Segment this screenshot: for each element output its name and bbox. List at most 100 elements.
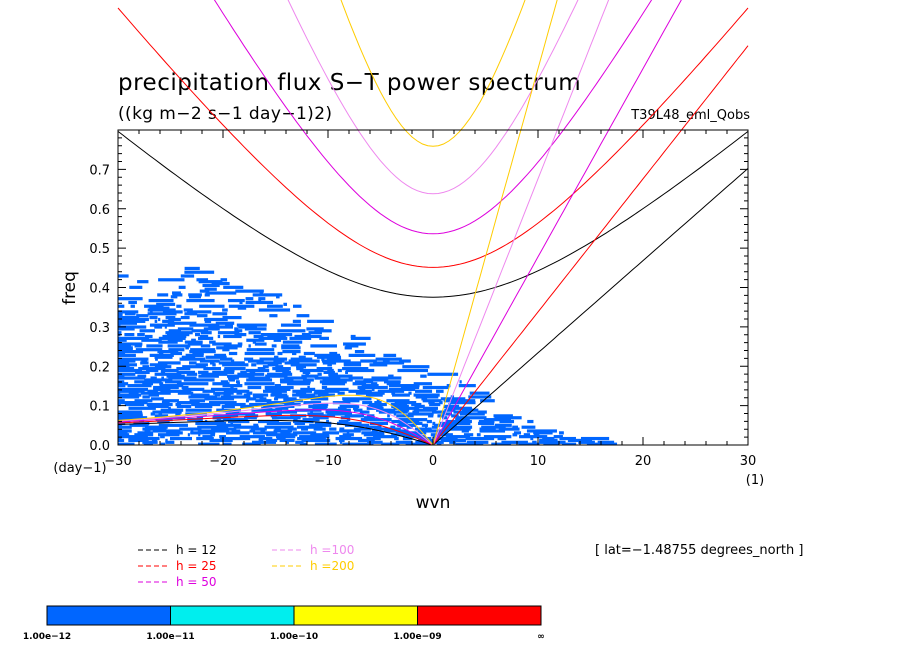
power-shade-segment [164, 325, 167, 329]
power-shade-segment [198, 370, 209, 374]
power-shade-segment [440, 438, 467, 443]
power-shade-segment [118, 425, 132, 429]
power-shade-segment [258, 298, 262, 303]
power-shade-segment [382, 359, 390, 363]
power-shade-segment [235, 380, 240, 384]
power-shade-segment [282, 340, 303, 344]
power-shade-segment [246, 378, 273, 382]
power-shade-segment [326, 357, 342, 361]
power-shade-segment [450, 401, 476, 405]
power-shade-segment [217, 331, 240, 335]
power-shade-segment [118, 274, 129, 278]
power-shade-segment [478, 421, 495, 426]
power-shade-segment [118, 438, 125, 443]
power-shade-segment [393, 412, 397, 416]
power-shade-segment [222, 348, 230, 352]
power-shade-segment [413, 393, 440, 397]
power-shade-segment [118, 433, 130, 437]
power-shade-segment [118, 310, 139, 314]
power-shade-segment [234, 329, 243, 333]
power-shade-segment [267, 363, 279, 367]
power-shade-segment [142, 365, 150, 369]
power-shade-segment [314, 376, 341, 380]
power-shade-segment [157, 350, 179, 354]
power-shade-segment [275, 395, 289, 399]
power-shade-segment [363, 378, 389, 382]
power-shade-segment [212, 312, 228, 316]
power-shade-segment [390, 425, 396, 429]
power-shade-segment [388, 384, 420, 388]
power-shade-segment [167, 338, 183, 342]
power-shade-segment [200, 344, 211, 348]
power-shade-segment [363, 433, 385, 437]
power-shade-segment [176, 304, 182, 308]
power-shade-segment [530, 436, 534, 441]
power-shade-segment [191, 338, 196, 342]
power-shade-segment [118, 350, 144, 354]
power-shade-segment [321, 385, 328, 390]
power-shade-segment [339, 429, 361, 433]
power-shade-segment [252, 431, 278, 435]
power-shade-segment [397, 423, 417, 427]
power-shade-segment [251, 408, 283, 412]
power-shade-segment [408, 391, 412, 395]
power-shade-segment [225, 323, 233, 327]
power-shade-segment [222, 442, 232, 445]
power-shade-segment [135, 348, 163, 352]
power-shade-segment [245, 368, 270, 373]
power-shade-segment [378, 410, 408, 414]
axis-ticks [117, 130, 749, 446]
power-shade-segment [578, 440, 595, 444]
power-shade-segment [523, 433, 531, 437]
power-shade-segment [413, 382, 433, 386]
rossby-wave-curve [117, 414, 434, 446]
power-shade-segment [172, 293, 183, 297]
power-shade-segment [440, 421, 471, 426]
power-shade-segment [259, 397, 267, 401]
power-shade-segment [426, 419, 432, 424]
power-shade-segment [223, 368, 235, 373]
power-shade-segment [449, 440, 456, 444]
power-shade-segment [222, 363, 249, 367]
power-shade-segment [222, 384, 243, 388]
power-shade-segment [196, 416, 204, 420]
power-shade-segment [307, 412, 324, 416]
power-shade-segment [273, 355, 279, 359]
power-shade-segment [244, 327, 267, 331]
power-shade-segment [263, 404, 295, 409]
spectral-power-shading [118, 266, 618, 445]
power-shade-segment [165, 331, 193, 335]
power-shade-segment [202, 389, 215, 393]
power-shade-segment [275, 368, 290, 373]
power-shade-segment [332, 401, 351, 405]
power-shade-segment [147, 389, 158, 393]
power-shade-segment [284, 376, 307, 380]
power-shade-segment [342, 433, 354, 437]
power-shade-segment [246, 348, 275, 352]
power-shade-segment [395, 440, 412, 444]
power-shade-segment [237, 382, 241, 386]
power-shade-segment [519, 435, 548, 439]
power-shade-segment [196, 314, 208, 318]
power-shade-segment [160, 408, 184, 412]
power-shade-segment [223, 389, 250, 393]
power-shade-segment [340, 416, 351, 420]
power-shade-segment [350, 334, 356, 339]
power-shade-segment [118, 382, 129, 386]
power-shade-segment [175, 412, 181, 416]
power-shade-segment [231, 429, 241, 433]
power-shade-segment [141, 359, 148, 363]
power-shade-segment [176, 404, 192, 409]
power-shade-segment [532, 440, 537, 444]
power-shade-segment [188, 293, 202, 297]
power-shade-segment [172, 291, 181, 295]
power-shade-segment [128, 391, 139, 395]
y-unit-label: (day−1) [53, 461, 106, 476]
power-shade-segment [369, 402, 387, 407]
power-shade-segment [239, 435, 265, 439]
power-shade-segment [348, 353, 376, 357]
power-shade-segment [227, 298, 245, 303]
power-shade-segment [344, 423, 370, 427]
power-shade-segment [286, 440, 290, 444]
